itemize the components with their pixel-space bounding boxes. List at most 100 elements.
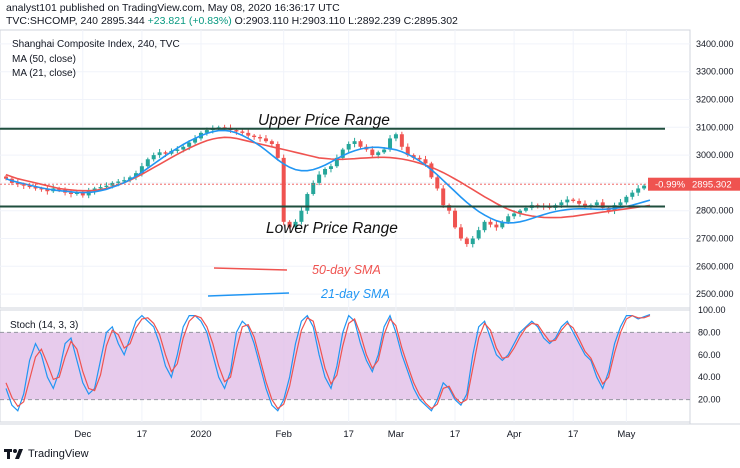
time-tick-label: 17	[343, 429, 354, 440]
stoch-d-line	[5, 314, 651, 410]
legend-ma21: MA (21, close)	[12, 68, 76, 79]
tradingview-logo-icon	[4, 449, 23, 459]
candle-body	[45, 189, 50, 192]
candle-body	[482, 221, 487, 231]
time-tick-label: Dec	[74, 429, 91, 440]
candle-body	[204, 130, 209, 133]
candle-body	[39, 188, 44, 190]
symbol-line: TVC:SHCOMP, 240 2895.344 +23.821 (+0.83%…	[6, 15, 458, 27]
publisher-line: analyst101 published on TradingView.com,…	[6, 2, 340, 14]
price-tick-label: 3100.000	[696, 122, 734, 132]
candle-body	[323, 169, 328, 175]
sma21-sample-line	[207, 292, 290, 297]
candle-body	[240, 131, 245, 133]
close-value: C:2895.302	[403, 15, 458, 27]
price-tick-label: 2500.000	[696, 289, 734, 299]
candle-body	[252, 135, 257, 138]
candle-body	[500, 221, 505, 228]
footer-brand[interactable]: TradingView	[4, 447, 89, 461]
candle-body	[234, 130, 239, 132]
open-value: O:2903.110	[234, 15, 289, 27]
price-tick-label: 3300.000	[696, 67, 734, 77]
time-tick-label: 2020	[190, 429, 211, 440]
candle-body	[193, 138, 198, 143]
candle-body	[328, 166, 333, 169]
candle-body	[157, 152, 162, 156]
price-tick-label: 2800.000	[696, 206, 734, 216]
candle-body	[382, 149, 387, 153]
last-price: 2895.344	[100, 15, 145, 27]
candle-body	[122, 180, 127, 182]
candle-body	[370, 149, 375, 156]
price-badge: -0.99% 2895.302	[648, 177, 740, 191]
price-tick-label: 2700.000	[696, 234, 734, 244]
candle-body	[305, 194, 310, 211]
candle-body	[275, 143, 280, 158]
candle-body	[352, 141, 357, 144]
price-tick-label: 3000.000	[696, 150, 734, 160]
time-tick-label: 17	[450, 429, 461, 440]
candle-body	[476, 230, 481, 239]
candle-body	[116, 181, 121, 183]
candle-body	[441, 188, 446, 206]
stoch-tick-label: 80.00	[698, 327, 721, 337]
candle-body	[417, 157, 422, 160]
candle-body	[358, 141, 363, 147]
stoch-band	[0, 332, 690, 400]
candle-body	[145, 159, 150, 167]
stoch-k-line	[5, 313, 651, 412]
candle-body	[577, 200, 582, 204]
candle-body	[86, 191, 91, 196]
price-tick-label: 2600.000	[696, 261, 734, 271]
sma21-label: 21-day SMA	[320, 287, 390, 301]
candle-body	[340, 149, 345, 158]
candle-body	[453, 210, 458, 228]
candle-body	[139, 166, 144, 174]
candle-body	[594, 202, 599, 206]
stoch-tick-label: 20.00	[698, 395, 721, 405]
candle-body	[642, 185, 647, 189]
candle-body	[506, 216, 511, 222]
candle-body	[636, 188, 641, 193]
price-tick-label: 3200.000	[696, 95, 734, 105]
candle-body	[388, 138, 393, 150]
candle-body	[181, 146, 186, 150]
candle-body	[15, 182, 20, 185]
candle-body	[464, 238, 469, 245]
candle-body	[583, 203, 588, 207]
time-tick-label: May	[617, 429, 635, 440]
candle-body	[405, 146, 410, 156]
candle-body	[600, 202, 605, 208]
candle-body	[458, 227, 463, 239]
candle-body	[317, 174, 322, 183]
price-tick-label: 3400.000	[696, 39, 734, 49]
candle-body	[376, 152, 381, 156]
candle-body	[258, 137, 263, 139]
candle-body	[98, 187, 103, 189]
candle-body	[68, 192, 73, 195]
candle-body	[246, 132, 251, 136]
candle-body	[74, 192, 79, 195]
candle-body	[281, 157, 286, 222]
symbol: TVC:SHCOMP, 240	[6, 15, 99, 27]
candle-body	[163, 152, 168, 154]
stoch-label: Stoch (14, 3, 3)	[10, 320, 78, 331]
candle-body	[346, 143, 351, 150]
candle-body	[518, 210, 523, 214]
time-tick-label: Apr	[507, 429, 522, 440]
candle-body	[33, 187, 38, 189]
candle-body	[175, 149, 180, 151]
time-tick-label: Mar	[388, 429, 404, 440]
candle-body	[512, 213, 517, 217]
candle-body	[311, 182, 316, 195]
candle-body	[488, 221, 493, 225]
candle-body	[287, 221, 292, 228]
candle-body	[393, 134, 398, 139]
candle-body	[435, 177, 440, 189]
candle-body	[80, 192, 85, 196]
footer-brand-label: TradingView	[28, 448, 89, 460]
high-value: H:2903.110	[291, 15, 346, 27]
candle-body	[630, 192, 635, 197]
main-pane-frame	[0, 29, 691, 309]
